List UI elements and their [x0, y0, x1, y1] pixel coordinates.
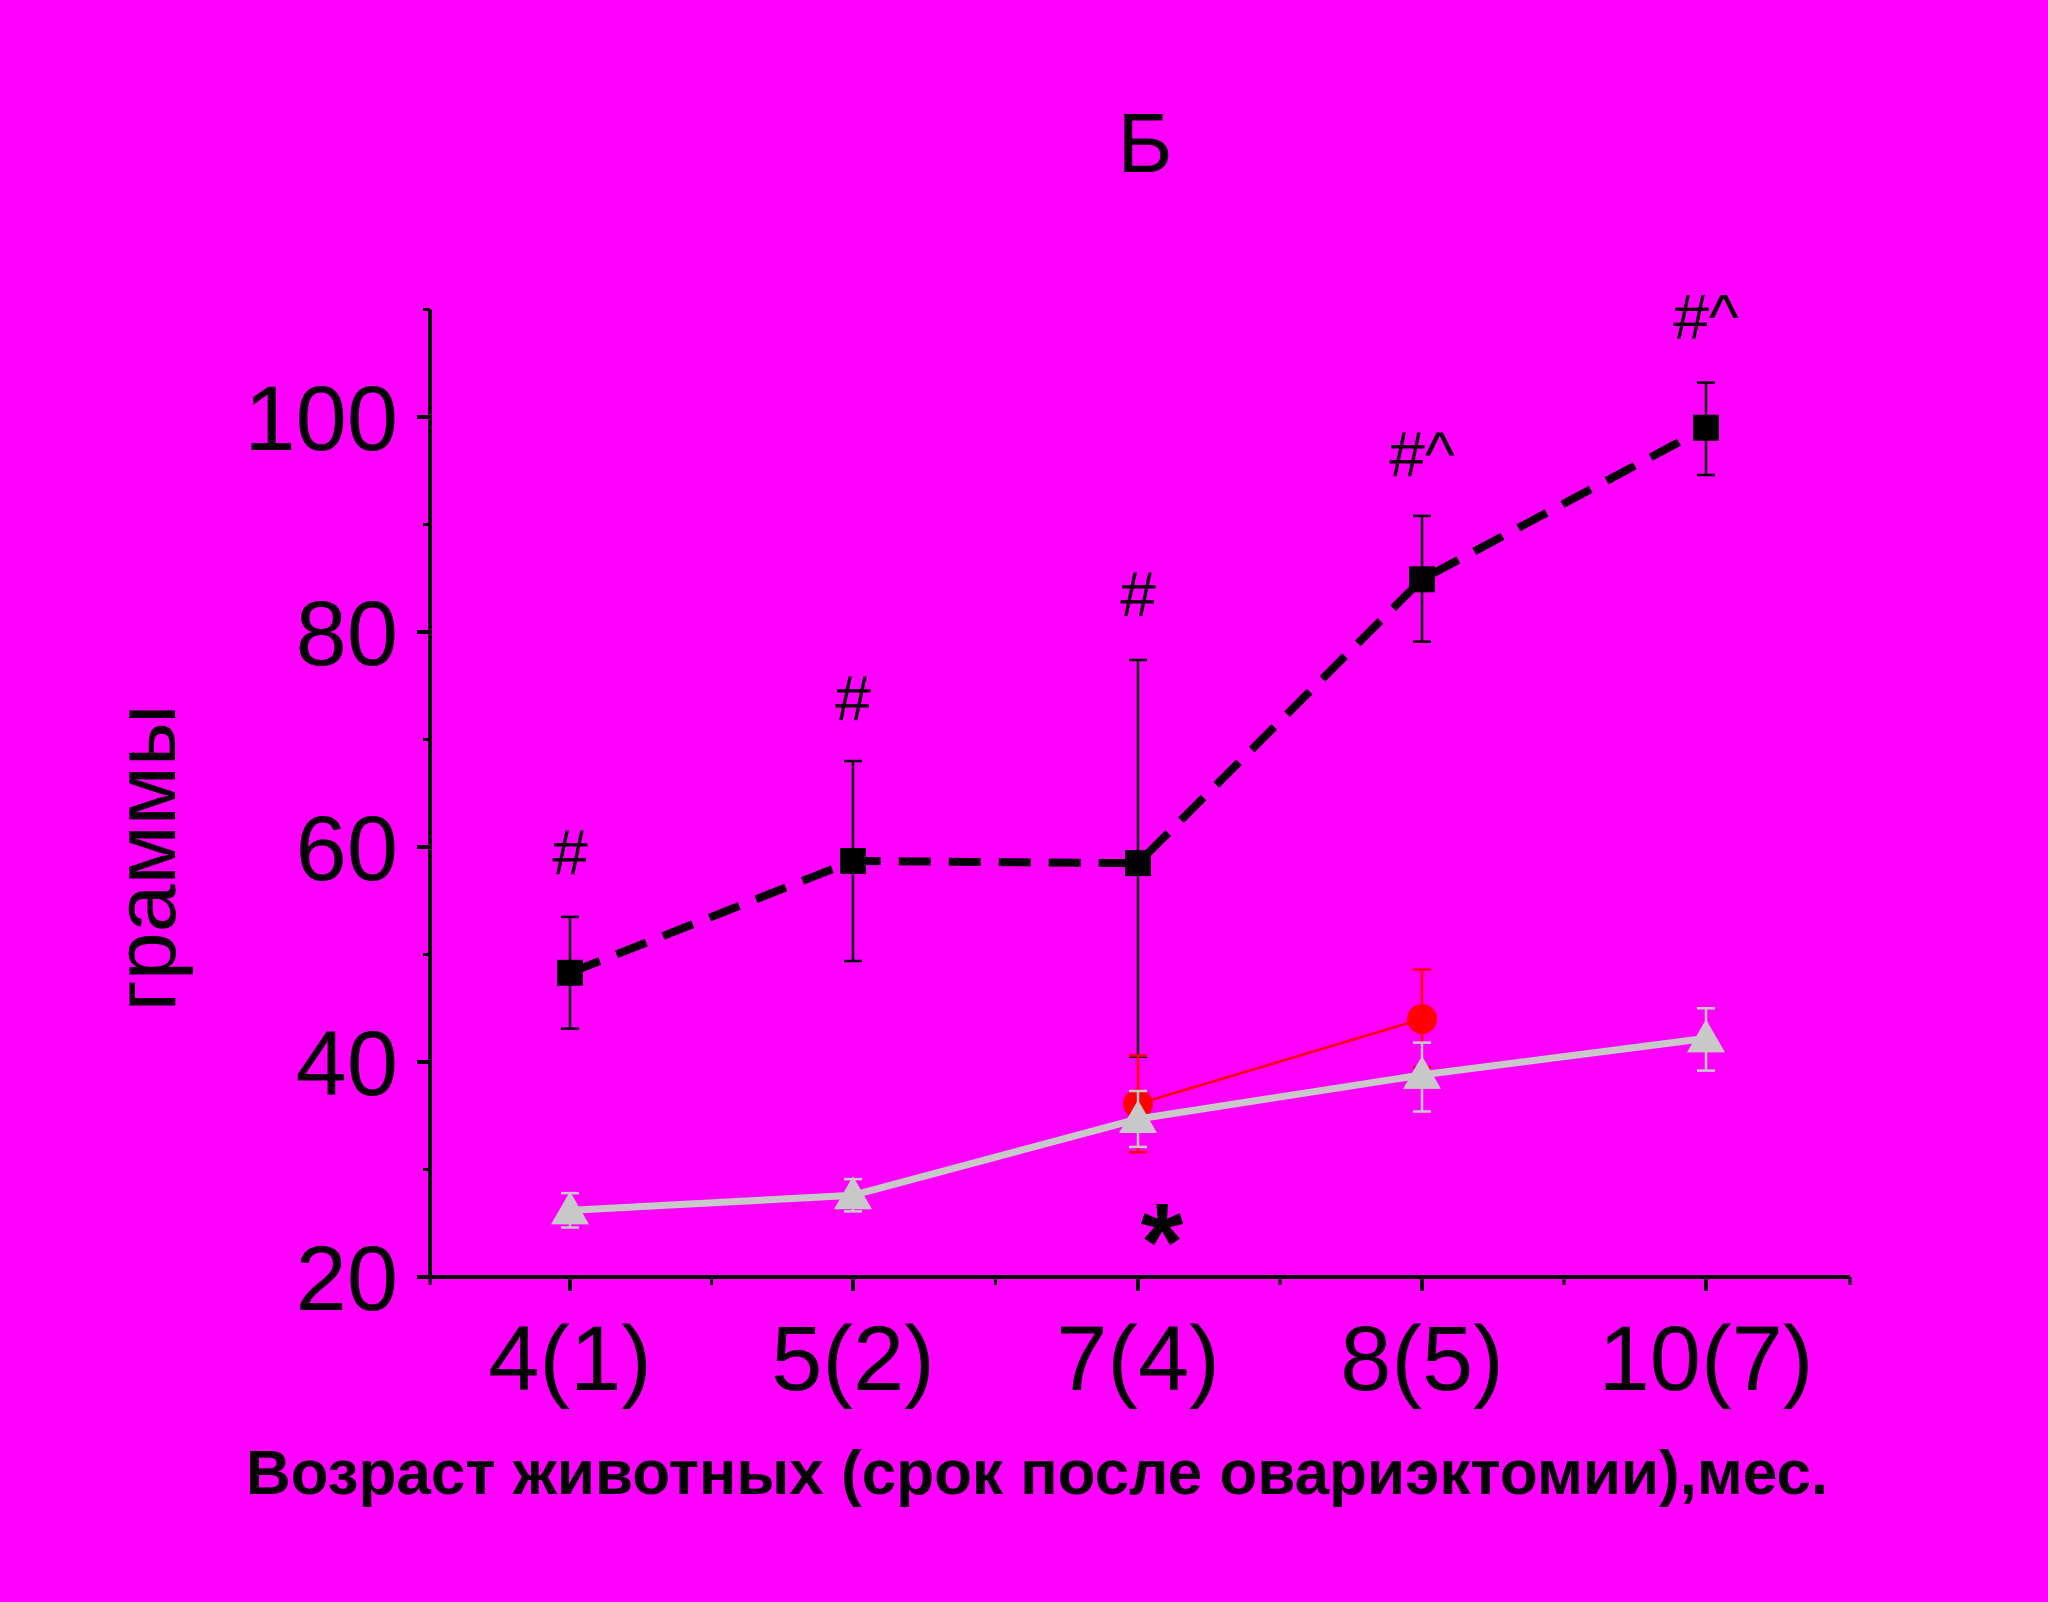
series-red-circle: [1123, 968, 1437, 1154]
series-line: [1137, 1017, 1423, 1106]
annotation-hash: #^: [1673, 281, 1739, 353]
data-point-triangle: [551, 1191, 589, 1225]
series-line: [568, 424, 1708, 977]
annotation-hash: #: [1120, 558, 1156, 630]
x-tick-label: 7(4): [1056, 1308, 1220, 1410]
data-point-circle: [1407, 1004, 1437, 1034]
series-layer: [551, 381, 1725, 1229]
data-point-square: [840, 847, 866, 874]
y-tick-label: 60: [296, 798, 398, 900]
data-point-square: [1409, 566, 1435, 593]
y-tick-label: 100: [245, 368, 399, 470]
annotations: # # # #^ #^ *: [552, 281, 1739, 1304]
axes: 20 40 60 80 100 4(1) 5(2) 7(4) 8(5) 10(7): [245, 308, 1852, 1410]
series-dashed-square: [557, 381, 1719, 1058]
x-tick-label: 8(5): [1340, 1308, 1504, 1410]
data-point-square: [1693, 414, 1719, 441]
annotation-asterisk: *: [1141, 1181, 1184, 1304]
data-point-triangle: [1403, 1055, 1441, 1089]
y-tick-label: 20: [296, 1228, 398, 1330]
data-point-triangle: [1687, 1019, 1725, 1053]
series-gray-triangle: [551, 1007, 1725, 1229]
y-tick-label: 80: [296, 583, 398, 685]
chart-title: Б: [1117, 96, 1172, 190]
x-tick-label: 4(1): [488, 1308, 652, 1410]
annotation-hash: #: [552, 816, 588, 888]
annotation-hash: #^: [1389, 419, 1455, 491]
data-point-triangle: [834, 1176, 872, 1210]
x-tick-label: 5(2): [771, 1308, 935, 1410]
data-point-triangle: [1119, 1099, 1157, 1133]
data-point-square: [557, 959, 583, 986]
annotation-hash: #: [835, 663, 871, 735]
x-axis-label: Возраст животных (срок после овариэктоми…: [246, 1439, 1828, 1508]
y-axis-label: граммы: [98, 704, 194, 1011]
y-tick-label: 40: [296, 1013, 398, 1115]
data-point-square: [1125, 850, 1151, 877]
x-tick-label: 10(7): [1599, 1308, 1814, 1410]
